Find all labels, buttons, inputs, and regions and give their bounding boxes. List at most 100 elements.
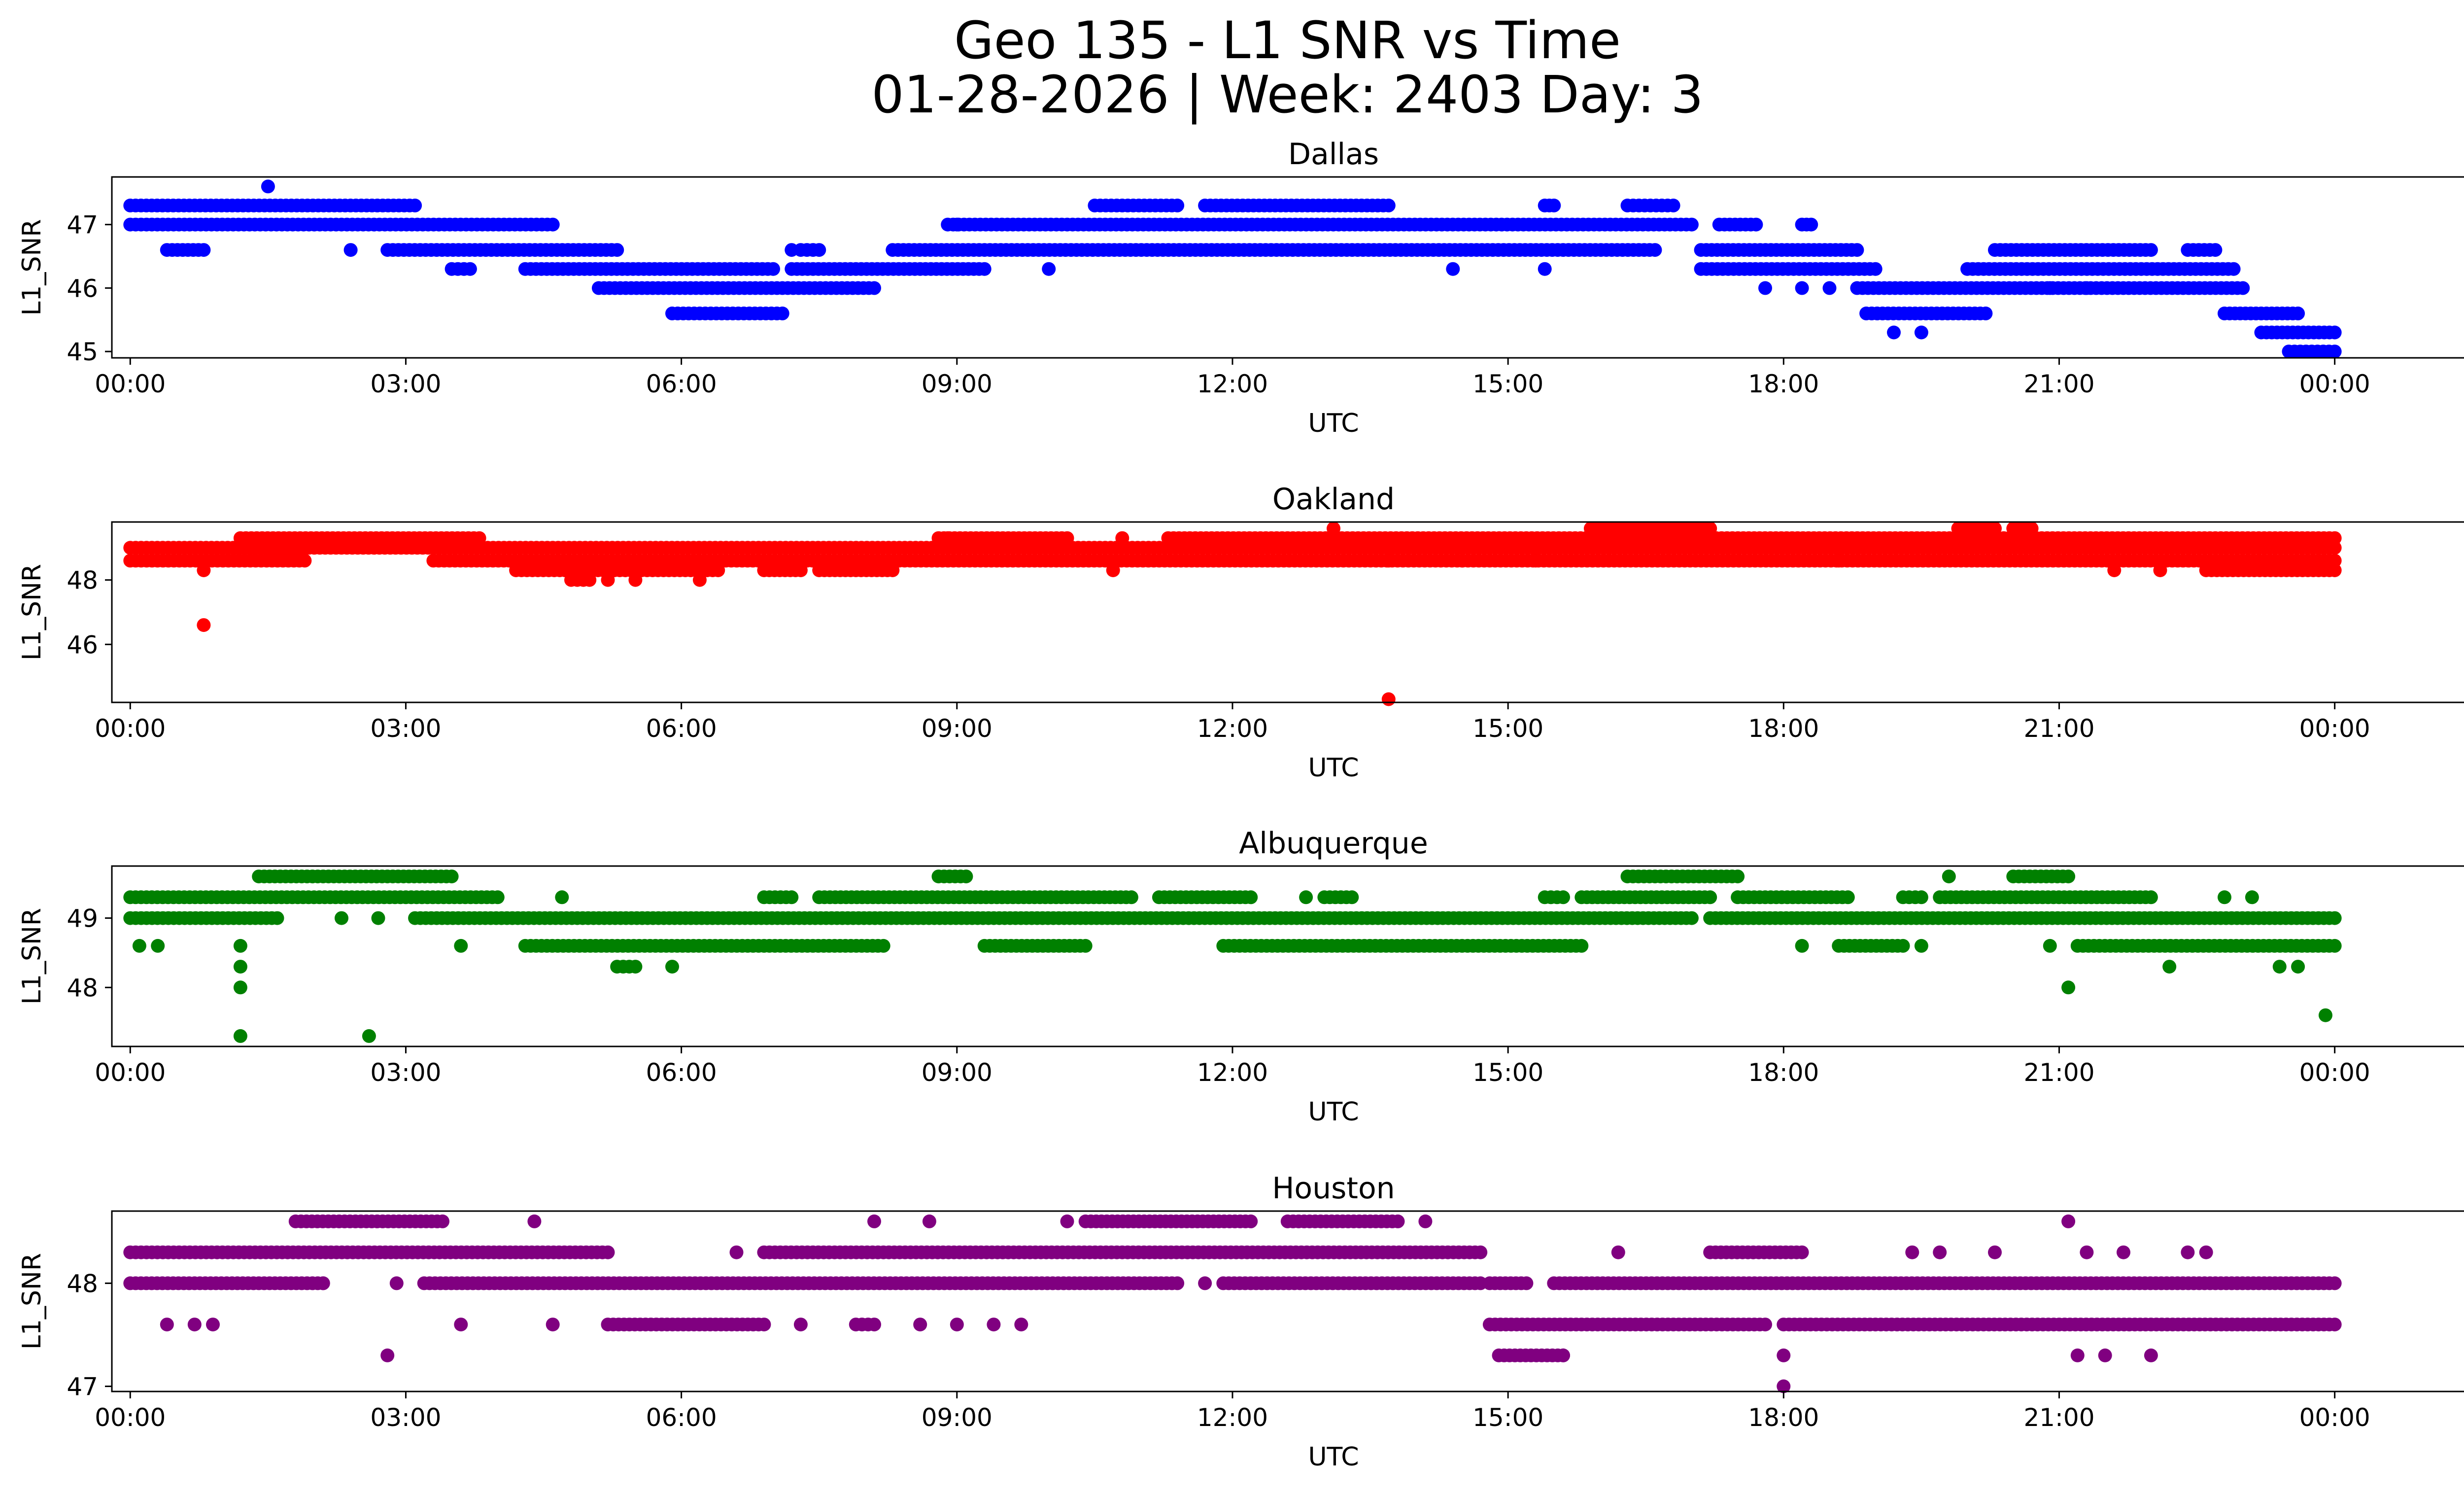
- subplot-albuquerque: 00:00 03:00 06:00 09:00 12:00 15:00 18:00 21:00…: [17, 826, 2464, 1127]
- data-point: [371, 911, 385, 925]
- data-point: [582, 573, 597, 587]
- subplot-oakland: 00:00 03:00 06:00 09:00 12:00 15:00 18:00 21:00…: [17, 482, 2464, 783]
- data-point: [766, 262, 780, 276]
- x-tick-label: 09:00: [922, 370, 992, 398]
- subplot-title: Oakland: [1272, 482, 1395, 517]
- subplot-title: Dallas: [1288, 137, 1379, 172]
- data-point: [2291, 306, 2305, 320]
- data-point: [1198, 1276, 1212, 1290]
- data-point: [1556, 1348, 1570, 1362]
- y-axis-label: L1_SNR: [17, 908, 47, 1005]
- data-point: [1804, 217, 1818, 232]
- y-axis-label: L1_SNR: [17, 564, 47, 661]
- x-tick-label: 09:00: [922, 714, 992, 743]
- data-point: [1244, 890, 1258, 904]
- x-tick-label: 03:00: [370, 370, 441, 398]
- x-tick-label: 15:00: [1472, 370, 1543, 398]
- data-point: [2218, 890, 2231, 904]
- data-point: [160, 1318, 174, 1332]
- data-point: [1418, 1214, 1433, 1228]
- data-point: [1345, 890, 1359, 904]
- data-point: [197, 618, 211, 632]
- data-point: [628, 573, 643, 587]
- data-point: [1841, 890, 1855, 904]
- data-point: [959, 869, 973, 884]
- data-point: [151, 939, 165, 953]
- figure-title: Geo 135 - L1 SNR vs Time: [954, 10, 1621, 70]
- data-point: [876, 939, 890, 953]
- data-point: [1473, 1245, 1488, 1259]
- data-point: [2226, 262, 2241, 276]
- data-point: [1519, 1276, 1534, 1290]
- y-tick-label: 49: [67, 904, 98, 933]
- data-point: [1547, 198, 1561, 212]
- data-point: [389, 1276, 404, 1290]
- x-tick-label: 00:00: [95, 1403, 166, 1432]
- data-point: [1749, 217, 1763, 232]
- data-point: [445, 869, 459, 884]
- x-tick-label: 06:00: [646, 370, 717, 398]
- data-point: [1244, 1214, 1258, 1228]
- x-tick-label: 21:00: [2023, 1058, 2094, 1087]
- data-point: [1868, 262, 1882, 276]
- data-point: [2327, 1318, 2342, 1332]
- data-point: [793, 563, 808, 577]
- data-point: [233, 1029, 247, 1043]
- x-axis-label: UTC: [1308, 409, 1359, 438]
- data-point: [261, 179, 275, 194]
- data-point: [610, 243, 624, 257]
- data-point: [1684, 217, 1699, 232]
- data-point: [2236, 281, 2250, 295]
- data-point: [1014, 1318, 1028, 1332]
- data-points: [123, 869, 2342, 1043]
- data-point: [1703, 890, 1717, 904]
- x-tick-label: 03:00: [370, 714, 441, 743]
- data-point: [1887, 325, 1901, 340]
- data-point: [1529, 554, 1543, 568]
- y-tick-label: 45: [67, 338, 98, 366]
- x-tick-label: 09:00: [922, 1058, 992, 1087]
- data-point: [206, 1318, 220, 1332]
- data-points: [123, 1214, 2342, 1393]
- subplot-houston: 00:00 03:00 06:00 09:00 12:00 15:00 18:00 21:00…: [17, 1171, 2464, 1472]
- x-tick-label: 06:00: [646, 1058, 717, 1087]
- data-point: [1327, 522, 1340, 536]
- data-point: [2327, 911, 2342, 925]
- y-axis-label: L1_SNR: [17, 1253, 47, 1350]
- data-point: [2319, 1008, 2332, 1022]
- data-point: [812, 243, 826, 257]
- data-point: [1381, 198, 1396, 212]
- data-point: [1731, 869, 1745, 884]
- data-point: [2107, 563, 2122, 577]
- data-point: [362, 1029, 376, 1043]
- data-point: [233, 980, 247, 995]
- x-tick-label: 12:00: [1197, 1058, 1268, 1087]
- subplot-title: Houston: [1272, 1171, 1395, 1206]
- data-point: [1905, 1245, 1919, 1259]
- data-point: [2061, 1214, 2076, 1228]
- data-point: [1795, 281, 1809, 295]
- data-point: [1758, 281, 1772, 295]
- data-point: [454, 1318, 468, 1332]
- data-point: [546, 1318, 560, 1332]
- data-point: [1538, 262, 1552, 276]
- x-tick-label: 00:00: [2299, 370, 2370, 398]
- data-point: [1777, 1379, 1791, 1393]
- data-point: [2327, 1276, 2342, 1290]
- y-tick-label: 48: [67, 973, 98, 1002]
- y-tick-label: 47: [67, 211, 98, 240]
- data-point: [886, 563, 900, 577]
- data-point: [785, 890, 799, 904]
- data-point: [2043, 939, 2057, 953]
- data-point: [2272, 960, 2287, 974]
- data-point: [1170, 1276, 1185, 1290]
- data-point: [1988, 1245, 2002, 1259]
- data-point: [1170, 198, 1185, 212]
- data-point: [1299, 890, 1313, 904]
- data-point: [793, 1318, 808, 1332]
- data-point: [2162, 960, 2177, 974]
- data-point: [233, 960, 247, 974]
- data-point: [2144, 1348, 2158, 1362]
- x-axis-label: UTC: [1308, 1442, 1359, 1472]
- y-tick-label: 47: [67, 1373, 98, 1401]
